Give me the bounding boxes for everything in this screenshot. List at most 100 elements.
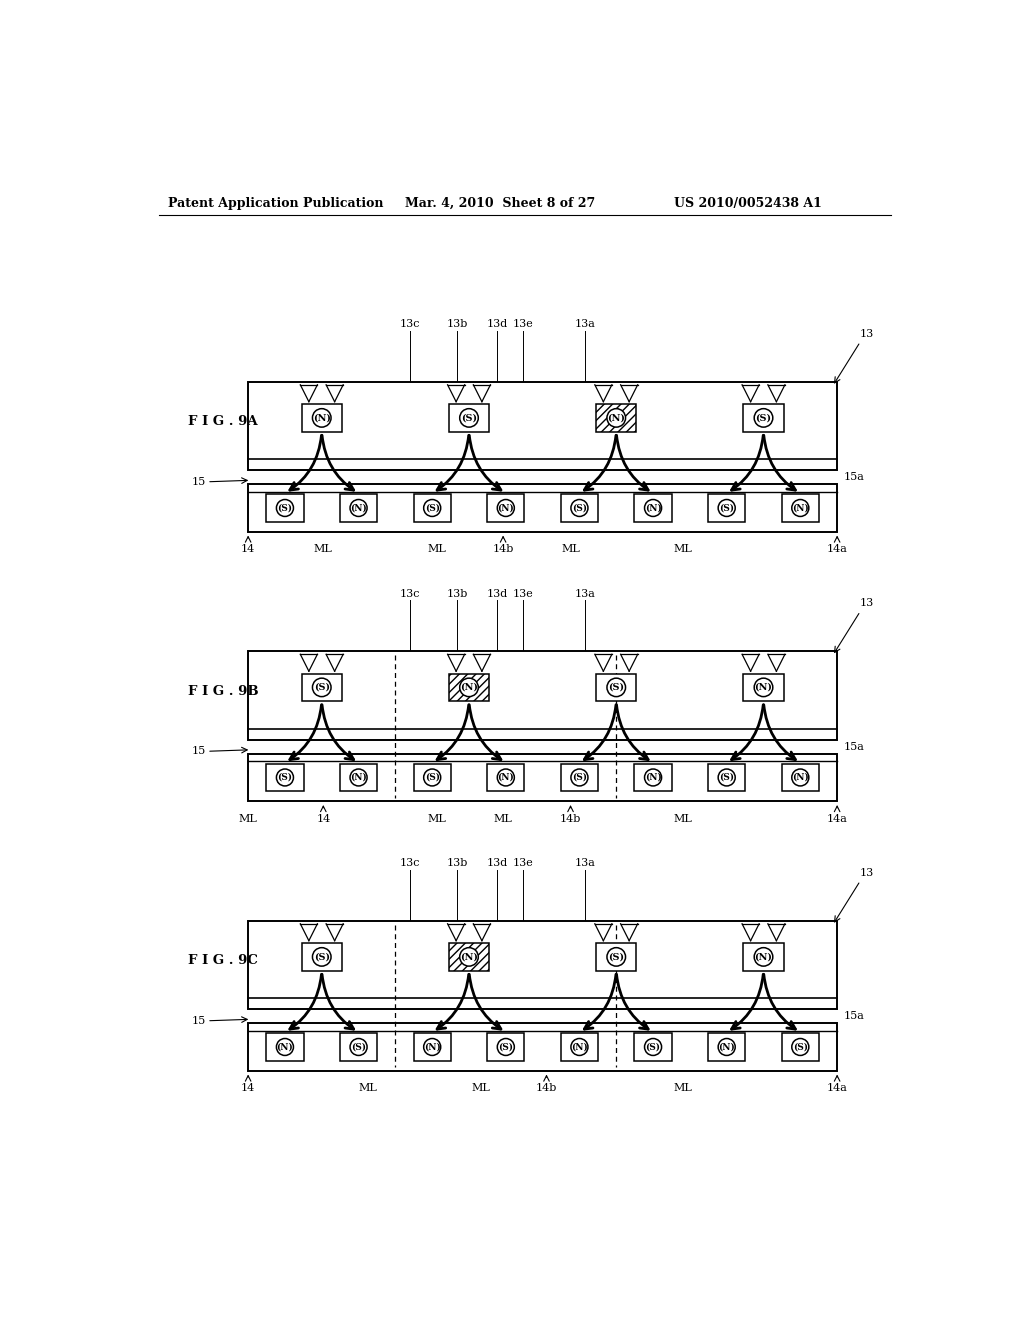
Text: 15: 15	[191, 746, 206, 756]
Bar	[743, 673, 783, 701]
Text: ML: ML	[561, 544, 580, 554]
Text: 14b: 14b	[536, 1084, 557, 1093]
Text: 13b: 13b	[446, 589, 468, 599]
Circle shape	[644, 499, 662, 516]
Text: ML: ML	[674, 1084, 692, 1093]
Bar	[635, 763, 672, 792]
Bar	[487, 763, 524, 792]
Text: 13: 13	[859, 329, 873, 339]
Circle shape	[718, 1039, 735, 1056]
Bar	[414, 1034, 451, 1061]
Circle shape	[424, 770, 440, 785]
Bar	[266, 494, 303, 521]
Text: 14: 14	[241, 544, 255, 554]
Text: 14: 14	[241, 1084, 255, 1093]
Text: (N): (N)	[718, 1043, 735, 1052]
Text: ML: ML	[239, 813, 257, 824]
Text: (S): (S)	[645, 1043, 660, 1052]
Bar	[449, 673, 489, 701]
Text: F I G . 9B: F I G . 9B	[188, 685, 259, 697]
Circle shape	[607, 409, 626, 428]
Circle shape	[350, 1039, 367, 1056]
Bar	[561, 1034, 598, 1061]
Bar	[708, 763, 745, 792]
Bar	[248, 921, 838, 1010]
Text: Mar. 4, 2010  Sheet 8 of 27: Mar. 4, 2010 Sheet 8 of 27	[404, 197, 595, 210]
Bar	[340, 1034, 377, 1061]
Text: 13c: 13c	[399, 858, 420, 869]
Bar	[781, 1034, 819, 1061]
Bar	[248, 651, 838, 739]
Text: 13d: 13d	[486, 589, 508, 599]
Text: ML: ML	[428, 813, 446, 824]
Bar	[596, 942, 636, 970]
Bar	[248, 484, 838, 532]
Circle shape	[312, 409, 331, 428]
Circle shape	[644, 770, 662, 785]
Text: (N): (N)	[792, 774, 809, 781]
Text: 13: 13	[859, 869, 873, 878]
Text: F I G . 9C: F I G . 9C	[188, 954, 258, 968]
Text: (S): (S)	[278, 503, 293, 512]
Text: (N): (N)	[498, 774, 514, 781]
Circle shape	[350, 499, 367, 516]
Bar	[781, 763, 819, 792]
Text: 14: 14	[316, 813, 331, 824]
Circle shape	[498, 499, 514, 516]
Circle shape	[460, 678, 478, 697]
Text: 13e: 13e	[512, 319, 532, 330]
Text: 15: 15	[191, 477, 206, 487]
Text: 15a: 15a	[844, 742, 864, 751]
Text: 13b: 13b	[446, 858, 468, 869]
Bar	[266, 1034, 303, 1061]
Text: 13: 13	[859, 598, 873, 609]
Text: ML: ML	[358, 1084, 378, 1093]
Text: (S): (S)	[425, 503, 439, 512]
Text: ML: ML	[314, 544, 333, 554]
Text: (N): (N)	[276, 1043, 293, 1052]
Bar	[449, 942, 489, 970]
Bar	[635, 1034, 672, 1061]
Circle shape	[460, 948, 478, 966]
Text: F I G . 9A: F I G . 9A	[188, 414, 258, 428]
Bar	[266, 763, 303, 792]
Bar	[708, 1034, 745, 1061]
Bar	[596, 404, 636, 432]
Text: 15a: 15a	[844, 1011, 864, 1022]
Bar	[596, 404, 636, 432]
Text: (S): (S)	[572, 774, 587, 781]
Text: 15a: 15a	[844, 473, 864, 482]
Circle shape	[792, 499, 809, 516]
Bar	[414, 763, 451, 792]
Text: (S): (S)	[608, 682, 625, 692]
Bar	[708, 494, 745, 521]
Text: (N): (N)	[312, 413, 331, 422]
Text: 13b: 13b	[446, 319, 468, 330]
Circle shape	[792, 770, 809, 785]
Circle shape	[792, 1039, 809, 1056]
Bar	[561, 494, 598, 521]
Text: 14b: 14b	[560, 813, 582, 824]
Circle shape	[498, 770, 514, 785]
Text: (N): (N)	[645, 503, 662, 512]
Circle shape	[424, 1039, 440, 1056]
Text: ML: ML	[494, 813, 512, 824]
Text: 13e: 13e	[512, 589, 532, 599]
Text: (N): (N)	[460, 682, 478, 692]
Text: ML: ML	[674, 544, 692, 554]
Circle shape	[755, 678, 773, 697]
Text: 14a: 14a	[826, 813, 848, 824]
Text: ML: ML	[428, 544, 446, 554]
Text: 13d: 13d	[486, 858, 508, 869]
Bar	[487, 494, 524, 521]
Bar	[487, 1034, 524, 1061]
Text: 13c: 13c	[399, 319, 420, 330]
Text: (S): (S)	[499, 1043, 513, 1052]
Text: (S): (S)	[572, 503, 587, 512]
Text: (S): (S)	[608, 953, 625, 961]
Text: ML: ML	[471, 1084, 490, 1093]
Bar	[248, 381, 838, 470]
Circle shape	[718, 770, 735, 785]
Bar	[635, 494, 672, 521]
Text: (S): (S)	[719, 503, 734, 512]
